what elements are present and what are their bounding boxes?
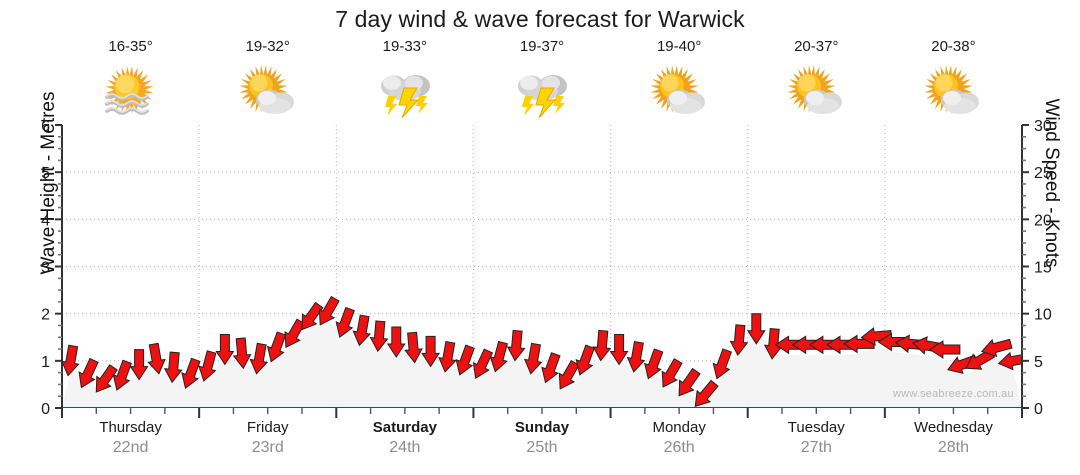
day-name: Tuesday xyxy=(787,419,845,436)
day-footer-friday: Friday 23rd xyxy=(199,418,336,458)
svg-text:5: 5 xyxy=(1034,354,1043,371)
y-axis-right-title: Wind Speed - Knots xyxy=(1041,98,1062,268)
day-date: 24th xyxy=(389,439,421,456)
svg-text:0: 0 xyxy=(1034,401,1043,418)
day-footer-wednesday: Wednesday 28th xyxy=(885,418,1022,458)
day-date: 23rd xyxy=(251,439,284,456)
day-header-wednesday: 20-38° xyxy=(885,38,1022,120)
day-header-tuesday: 20-37° xyxy=(748,38,885,120)
sun-cloud-icon xyxy=(748,60,885,120)
temperature-range: 19-32° xyxy=(245,38,290,55)
watermark: www.seabreeze.com.au xyxy=(893,388,1014,400)
day-name: Thursday xyxy=(99,419,162,436)
thunderstorm-icon xyxy=(474,60,611,120)
day-footer-saturday: Saturday 24th xyxy=(336,418,473,458)
temperature-range: 20-38° xyxy=(931,38,976,55)
day-footer-thursday: Thursday 22nd xyxy=(62,418,199,458)
day-date: 26th xyxy=(663,439,695,456)
temperature-range: 16-35° xyxy=(108,38,153,55)
day-name: Friday xyxy=(246,419,289,436)
day-footer-monday: Monday 26th xyxy=(611,418,748,458)
plot-area xyxy=(62,125,1022,408)
day-name: Sunday xyxy=(514,419,570,436)
y-axis-left-title: Wave Height - Metres xyxy=(38,91,59,275)
day-name: Saturday xyxy=(372,419,437,436)
page-title: 7 day wind & wave forecast for Warwick xyxy=(335,6,745,32)
svg-text:1: 1 xyxy=(41,354,50,371)
day-header-sunday: 19-37° xyxy=(474,38,611,120)
day-header-monday: 19-40° xyxy=(611,38,748,120)
thunderstorm-icon xyxy=(336,60,473,120)
day-header-friday: 19-32° xyxy=(199,38,336,120)
sun-cloud-icon xyxy=(199,60,336,120)
day-footer-sunday: Sunday 25th xyxy=(474,418,611,458)
temperature-range: 19-40° xyxy=(656,38,702,55)
day-date: 25th xyxy=(526,439,558,456)
day-header-saturday: 19-33° xyxy=(336,38,473,120)
temperature-range: 19-33° xyxy=(382,38,428,55)
day-footer-tuesday: Tuesday 27th xyxy=(748,418,885,458)
temperature-range: 20-37° xyxy=(794,38,839,55)
day-header-thursday: 16-35° xyxy=(62,38,199,120)
day-name: Wednesday xyxy=(913,419,993,436)
day-date: 28th xyxy=(937,439,969,456)
day-name: Monday xyxy=(652,419,706,436)
temperature-range: 19-37° xyxy=(519,38,565,55)
svg-text:0: 0 xyxy=(41,401,50,418)
sun-cloud-icon xyxy=(885,60,1022,120)
sun-cloud-icon xyxy=(611,60,748,120)
day-date: 22nd xyxy=(112,439,149,456)
day-date: 27th xyxy=(800,439,832,456)
sun-haze-icon xyxy=(62,60,199,120)
